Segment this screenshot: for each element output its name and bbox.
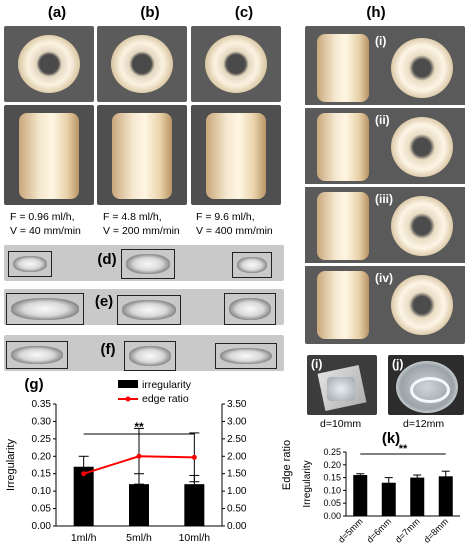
photo-j: (j) xyxy=(388,355,464,415)
y-axis-title: Irregularity xyxy=(302,460,313,507)
photo-i-label: (i) xyxy=(311,357,323,371)
particle-box xyxy=(124,341,176,371)
caption-b-speed: V = 200 mm/min xyxy=(103,225,180,237)
y-tick-label: 0.30 xyxy=(32,416,52,427)
x-tick-label: d=7mm xyxy=(393,516,421,544)
photo-c-top xyxy=(191,26,281,102)
y2-axis-title: Edge ratio xyxy=(281,440,293,490)
y2-tick-label: 2.00 xyxy=(227,451,247,462)
legend-marker-edge-ratio xyxy=(125,396,131,402)
caption-c-speed: V = 400 mm/min xyxy=(196,225,273,237)
chart-g: 0.00 0.05 0.10 0.15 0.20 0.25 0.30 0.35 0.00 0.50… xyxy=(5,379,293,544)
y-tick-label: 0.35 xyxy=(32,399,52,410)
significance-label: ** xyxy=(134,420,144,434)
bar-irregularity xyxy=(353,475,368,516)
y2-tick-label: 3.50 xyxy=(227,399,247,410)
particle-box xyxy=(232,252,272,278)
x-tick-label: d=6mm xyxy=(365,516,393,544)
panel-label-f: (f) xyxy=(100,341,116,358)
particle-box xyxy=(215,343,277,369)
bar-irregularity xyxy=(381,482,396,516)
y2-tick-label: 1.00 xyxy=(227,486,247,497)
edge-ratio-point xyxy=(136,453,142,459)
y-tick-label: 0.10 xyxy=(32,486,52,497)
photo-j-label: (j) xyxy=(392,357,404,371)
photo-j-caption: d=12mm xyxy=(403,418,445,430)
y-tick-label: 0.20 xyxy=(323,460,341,470)
bar-irregularity xyxy=(410,477,425,516)
legend-label-edge-ratio: edge ratio xyxy=(142,393,189,405)
panel-label-h: (h) xyxy=(366,4,386,21)
strip-d: (d) xyxy=(4,245,284,281)
bar-irregularity xyxy=(438,476,453,516)
caption-a: F = 0.96 ml/h, V = 40 mm/min xyxy=(10,210,81,238)
caption-c: F = 9.6 ml/h, V = 400 mm/min xyxy=(196,210,273,238)
particle-box xyxy=(8,251,52,277)
chart-k: 0.000.050.100.150.200.25d=5mm d=6mm d=7mm d… xyxy=(302,443,460,545)
particle-box xyxy=(6,293,84,325)
bar-irregularity xyxy=(184,484,205,526)
strip-f: (f) xyxy=(4,335,284,371)
bar-irregularity xyxy=(129,484,149,526)
panel-label-g: (g) xyxy=(24,376,44,393)
y-tick-label: 0.25 xyxy=(32,434,52,445)
y-tick-label: 0.05 xyxy=(323,498,341,508)
particle-box xyxy=(6,341,68,369)
panel-label-b: (b) xyxy=(140,4,160,21)
x-tick-label: 1ml/h xyxy=(71,532,97,544)
y-tick-label: 0.00 xyxy=(323,511,341,521)
y-tick-label: 0.20 xyxy=(32,451,52,462)
panel-label-d: (d) xyxy=(97,251,117,268)
legend-swatch-irregularity xyxy=(118,380,138,388)
photo-i: (i) xyxy=(307,355,377,415)
photo-c-side xyxy=(191,105,281,205)
y2-tick-label: 1.50 xyxy=(227,469,247,480)
caption-b: F = 4.8 ml/h, V = 200 mm/min xyxy=(103,210,180,238)
y2-tick-label: 2.50 xyxy=(227,434,247,445)
photo-i-caption: d=10mm xyxy=(320,418,362,430)
particle-box xyxy=(121,249,175,279)
y-tick-label: 0.05 xyxy=(32,504,52,515)
caption-a-flow: F = 0.96 ml/h, xyxy=(10,211,75,223)
edge-ratio-point xyxy=(81,471,87,477)
x-tick-label: d=8mm xyxy=(422,516,450,544)
y2-tick-label: 0.00 xyxy=(227,521,247,532)
panel-label-a: (a) xyxy=(47,4,67,21)
y-tick-label: 0.15 xyxy=(323,473,341,483)
caption-a-speed: V = 40 mm/min xyxy=(10,225,81,237)
x-tick-label: 10ml/h xyxy=(179,532,211,544)
strip-e: (e) xyxy=(4,289,284,325)
y2-tick-label: 3.00 xyxy=(227,416,247,427)
y-tick-label: 0.25 xyxy=(323,447,341,457)
significance-label: ** xyxy=(399,443,408,455)
photo-b-top xyxy=(97,26,187,102)
particle-box xyxy=(224,293,276,325)
y2-tick-label: 0.50 xyxy=(227,504,247,515)
panel-h-sub-label: (iv) xyxy=(375,271,393,285)
y-tick-label: 0.10 xyxy=(323,485,341,495)
y-tick-label: 0.15 xyxy=(32,469,52,480)
photo-panel-h: (i) (ii) (iii) (iv) xyxy=(305,26,465,344)
photo-a-top xyxy=(4,26,94,102)
caption-c-flow: F = 9.6 ml/h, xyxy=(196,211,255,223)
particle-box xyxy=(117,295,181,325)
y-tick-label: 0.00 xyxy=(32,521,52,532)
edge-ratio-point xyxy=(191,454,197,460)
panel-h-sub-label: (ii) xyxy=(375,113,390,127)
panel-label-e: (e) xyxy=(94,293,114,310)
panel-h-sub-label: (i) xyxy=(375,34,387,48)
bar-irregularity xyxy=(73,466,94,526)
photo-a-side xyxy=(4,105,94,205)
panel-label-k: (k) xyxy=(381,430,401,447)
photo-b-side xyxy=(97,105,187,205)
x-tick-label: 5ml/h xyxy=(126,532,152,544)
y-axis-title: Irregularity xyxy=(5,439,17,491)
panel-label-c: (c) xyxy=(234,4,254,21)
caption-b-flow: F = 4.8 ml/h, xyxy=(103,211,162,223)
panel-h-sub-label: (iii) xyxy=(375,192,393,206)
legend-label-irregularity: irregularity xyxy=(142,379,192,391)
